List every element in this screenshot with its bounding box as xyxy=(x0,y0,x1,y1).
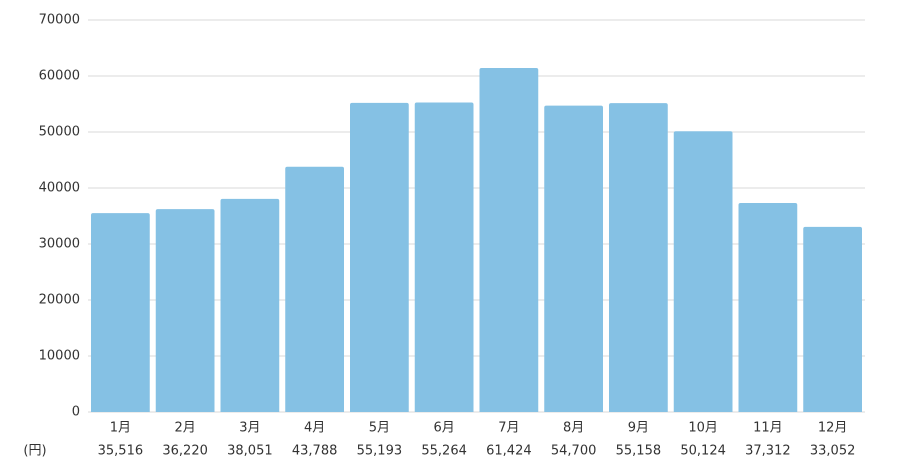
value-label: 50,124 xyxy=(680,444,726,459)
y-tick-label: 70000 xyxy=(39,13,80,28)
x-tick-label: 5月 xyxy=(369,421,390,436)
x-tick-label: 8月 xyxy=(563,421,584,436)
value-label: 37,312 xyxy=(745,444,791,459)
x-tick-label: 2月 xyxy=(174,421,195,436)
bar xyxy=(544,105,603,413)
value-label: 55,158 xyxy=(616,444,662,459)
value-label: 38,051 xyxy=(227,444,273,459)
x-tick-label: 10月 xyxy=(688,421,718,436)
bar xyxy=(414,102,474,412)
x-tick-label: 6月 xyxy=(433,421,454,436)
bar xyxy=(155,209,215,412)
bar xyxy=(91,213,150,412)
bar xyxy=(350,102,409,413)
y-tick-label: 10000 xyxy=(39,349,80,364)
value-label: 33,052 xyxy=(810,444,856,459)
bar xyxy=(803,226,862,412)
value-label: 55,193 xyxy=(357,444,403,459)
x-tick-label: 11月 xyxy=(753,421,783,436)
bar xyxy=(479,68,539,412)
y-tick-label: 30000 xyxy=(39,237,80,252)
y-tick-label: 20000 xyxy=(39,293,80,308)
value-label: 36,220 xyxy=(162,444,208,459)
bar xyxy=(285,166,344,412)
bar xyxy=(609,103,668,412)
value-label: 35,516 xyxy=(98,444,144,459)
x-tick-label: 12月 xyxy=(818,421,848,436)
x-tick-label: 3月 xyxy=(239,421,260,436)
y-tick-label: 50000 xyxy=(39,125,80,140)
value-label: 43,788 xyxy=(292,444,338,459)
bar xyxy=(738,203,798,412)
bar xyxy=(220,198,280,412)
y-tick-label: 60000 xyxy=(39,69,80,84)
unit-label: (円) xyxy=(23,444,46,459)
value-label: 61,424 xyxy=(486,444,532,459)
y-tick-label: 40000 xyxy=(39,181,80,196)
x-tick-label: 7月 xyxy=(498,421,519,436)
value-label: 54,700 xyxy=(551,444,597,459)
x-tick-label: 4月 xyxy=(304,421,325,436)
x-tick-label: 1月 xyxy=(110,421,131,436)
bar xyxy=(673,131,733,412)
value-label: 55,264 xyxy=(421,444,467,459)
x-tick-label: 9月 xyxy=(628,421,649,436)
y-tick-label: 0 xyxy=(72,405,80,420)
